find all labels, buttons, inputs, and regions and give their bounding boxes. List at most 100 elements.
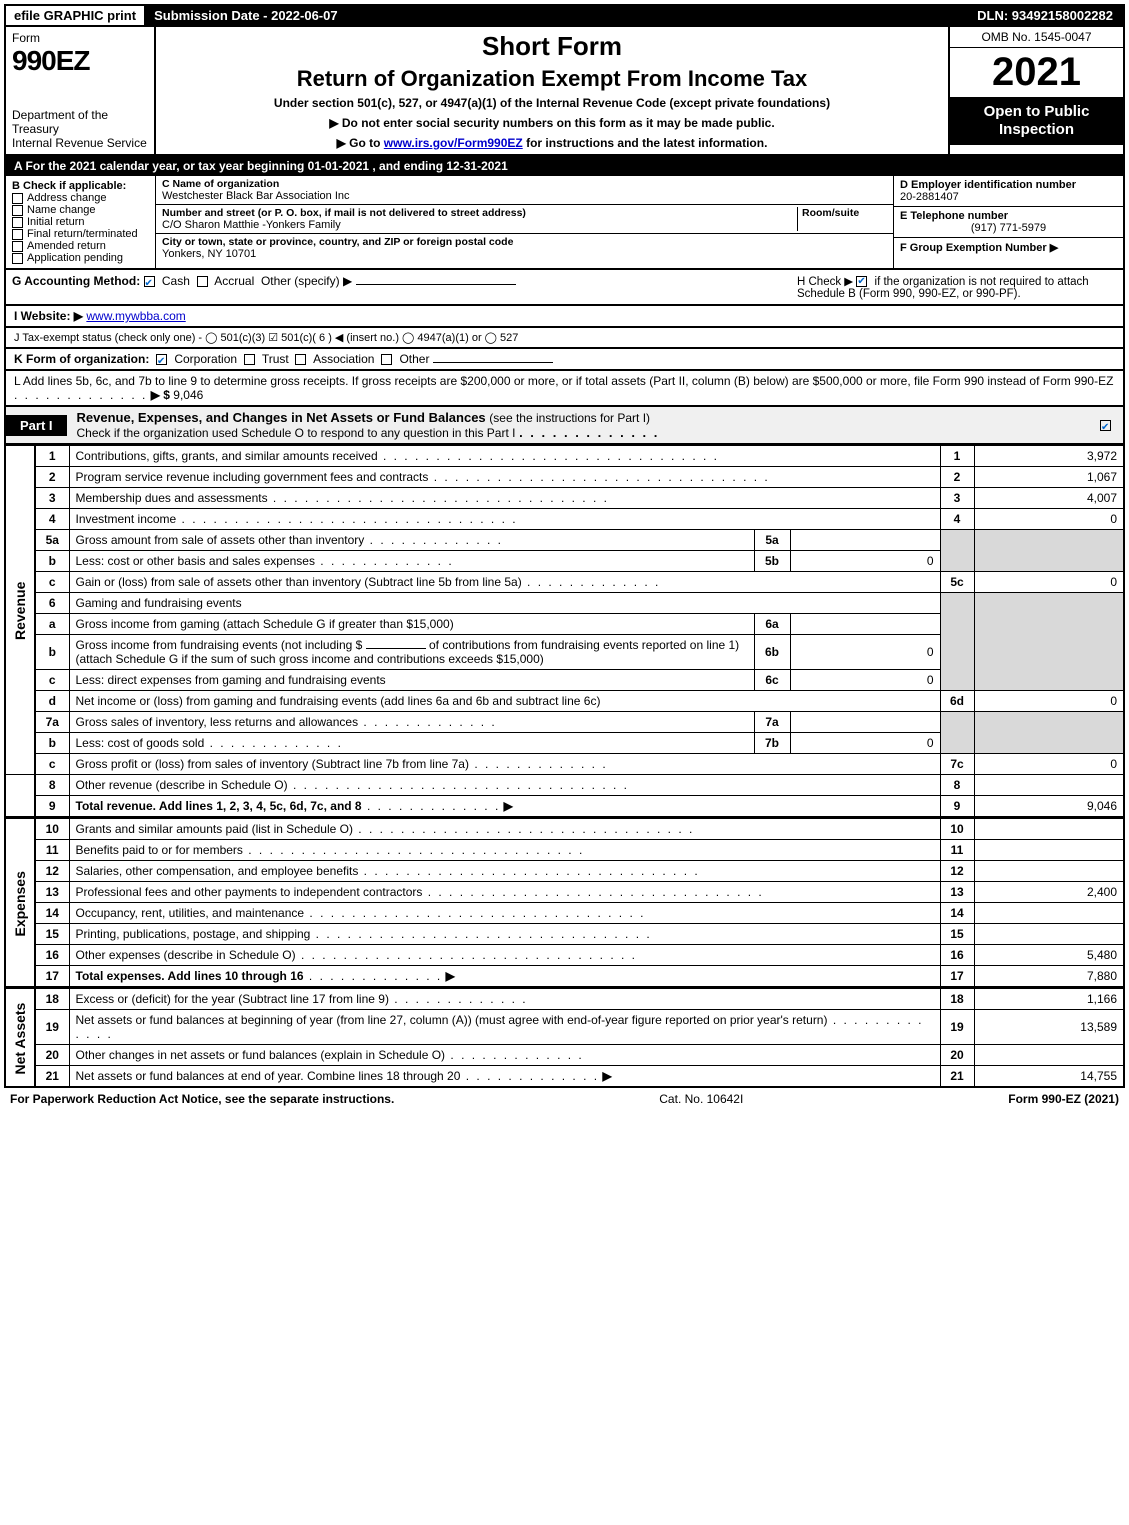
ln-7a-sub: 7a (754, 712, 790, 733)
cb-cash[interactable] (144, 276, 155, 287)
ln-19-r: 19 (940, 1010, 974, 1045)
ln-6a-no: a (35, 614, 69, 635)
omb-number: OMB No. 1545-0047 (950, 27, 1123, 48)
ln-7a-no: 7a (35, 712, 69, 733)
row-a-tax-year: A For the 2021 calendar year, or tax yea… (4, 156, 1125, 176)
ln-15-txt: Printing, publications, postage, and shi… (76, 927, 652, 941)
ln-21-no: 21 (35, 1066, 69, 1088)
ln-5a-sub: 5a (754, 530, 790, 551)
under-section: Under section 501(c), 527, or 4947(a)(1)… (168, 96, 936, 110)
ln-11-no: 11 (35, 840, 69, 861)
ln-13-r: 13 (940, 882, 974, 903)
ln-20-v (974, 1045, 1124, 1066)
ln-6a-txt: Gross income from gaming (attach Schedul… (69, 614, 754, 635)
ln-2-no: 2 (35, 467, 69, 488)
org-name: Westchester Black Bar Association Inc (162, 190, 350, 202)
cb-name-change[interactable]: Name change (12, 204, 149, 216)
ln-6c-sv: 0 (790, 670, 940, 691)
ln-18-txt: Excess or (deficit) for the year (Subtra… (76, 992, 389, 1006)
cb-other[interactable] (381, 354, 392, 365)
accounting-method: G Accounting Method: Cash Accrual Other … (12, 274, 797, 300)
ln-18-no: 18 (35, 989, 69, 1010)
cb-association[interactable] (295, 354, 306, 365)
irs-link[interactable]: www.irs.gov/Form990EZ (384, 136, 523, 150)
ln-7b-txt: Less: cost of goods sold (76, 736, 343, 750)
col-d-identifiers: D Employer identification number 20-2881… (893, 176, 1123, 268)
i-label: I Website: ▶ (14, 309, 83, 323)
ln-11-v (974, 840, 1124, 861)
net-assets-table: Net Assets 18 Excess or (deficit) for th… (4, 988, 1125, 1088)
cb-trust[interactable] (244, 354, 255, 365)
ln-6d-v: 0 (974, 691, 1124, 712)
b-label: B Check if applicable: (12, 180, 149, 192)
ln-9-no: 9 (35, 796, 69, 818)
ln-19-v: 13,589 (974, 1010, 1124, 1045)
ln-5b-txt: Less: cost or other basis and sales expe… (76, 554, 454, 568)
revenue-table: Revenue 1 Contributions, gifts, grants, … (4, 445, 1125, 818)
cb-address-change[interactable]: Address change (12, 192, 149, 204)
ln-7a-sv (790, 712, 940, 733)
ln-5c-r: 5c (940, 572, 974, 593)
c-room-label: Room/suite (802, 207, 859, 219)
goto-line: ▶ Go to www.irs.gov/Form990EZ for instru… (168, 136, 936, 150)
expenses-table: Expenses 10 Grants and similar amounts p… (4, 818, 1125, 988)
cb-schedule-o[interactable] (1100, 420, 1111, 431)
col-b-checkboxes: B Check if applicable: Address change Na… (6, 176, 156, 268)
cb-final-return[interactable]: Final return/terminated (12, 228, 149, 240)
ln-6b-no: b (35, 635, 69, 670)
irs-label: Internal Revenue Service (12, 136, 148, 150)
ln-6b-sub: 6b (754, 635, 790, 670)
footer-left: For Paperwork Reduction Act Notice, see … (10, 1092, 394, 1106)
tax-year: 2021 (950, 48, 1123, 97)
ln-5c-no: c (35, 572, 69, 593)
ln-19-no: 19 (35, 1010, 69, 1045)
goto-pre: ▶ Go to (337, 136, 384, 150)
ln-6-no: 6 (35, 593, 69, 614)
header-right: OMB No. 1545-0047 2021 Open to Public In… (948, 27, 1123, 154)
return-title: Return of Organization Exempt From Incom… (168, 66, 936, 92)
ln-17-r: 17 (940, 966, 974, 988)
ln-3-txt: Membership dues and assessments (76, 491, 609, 505)
website-link[interactable]: www.mywbba.com (86, 309, 185, 323)
row-l-gross-receipts: L Add lines 5b, 6c, and 7b to line 9 to … (4, 371, 1125, 407)
k-label: K Form of organization: (14, 352, 149, 366)
goto-post: for instructions and the latest informat… (526, 136, 767, 150)
cb-accrual[interactable] (197, 276, 208, 287)
ln-12-r: 12 (940, 861, 974, 882)
cb-application-pending[interactable]: Application pending (12, 252, 149, 264)
ln-21-v: 14,755 (974, 1066, 1124, 1088)
block-b-to-f: B Check if applicable: Address change Na… (4, 176, 1125, 270)
part-1-note: (see the instructions for Part I) (489, 411, 650, 425)
ln-21-txt: Net assets or fund balances at end of ye… (76, 1069, 461, 1083)
cb-schedule-b[interactable] (856, 276, 867, 287)
ln-1-txt: Contributions, gifts, grants, and simila… (76, 449, 720, 463)
ln-8-v (974, 775, 1124, 796)
ln-7b-no: b (35, 733, 69, 754)
ln-14-no: 14 (35, 903, 69, 924)
ln-12-no: 12 (35, 861, 69, 882)
ln-3-r: 3 (940, 488, 974, 509)
footer-cat-no: Cat. No. 10642I (659, 1092, 743, 1106)
dept-treasury: Department of the Treasury (12, 108, 148, 136)
ln-4-no: 4 (35, 509, 69, 530)
revenue-side-label: Revenue (5, 446, 35, 775)
cb-amended-return[interactable]: Amended return (12, 240, 149, 252)
ln-8-no: 8 (35, 775, 69, 796)
ln-3-v: 4,007 (974, 488, 1124, 509)
ln-13-no: 13 (35, 882, 69, 903)
cb-corporation[interactable] (156, 354, 167, 365)
col-c-org-info: C Name of organization Westchester Black… (156, 176, 893, 268)
ln-5c-v: 0 (974, 572, 1124, 593)
ln-4-r: 4 (940, 509, 974, 530)
ln-1-r: 1 (940, 446, 974, 467)
ln-14-v (974, 903, 1124, 924)
ln-16-txt: Other expenses (describe in Schedule O) (76, 948, 638, 962)
ln-9-r: 9 (940, 796, 974, 818)
ln-6b-txt: Gross income from fundraising events (no… (69, 635, 754, 670)
short-form-title: Short Form (168, 31, 936, 62)
cb-initial-return[interactable]: Initial return (12, 216, 149, 228)
ln-7a-txt: Gross sales of inventory, less returns a… (76, 715, 497, 729)
ln-12-v (974, 861, 1124, 882)
ln-5b-sub: 5b (754, 551, 790, 572)
form-code: 990EZ (12, 45, 148, 77)
